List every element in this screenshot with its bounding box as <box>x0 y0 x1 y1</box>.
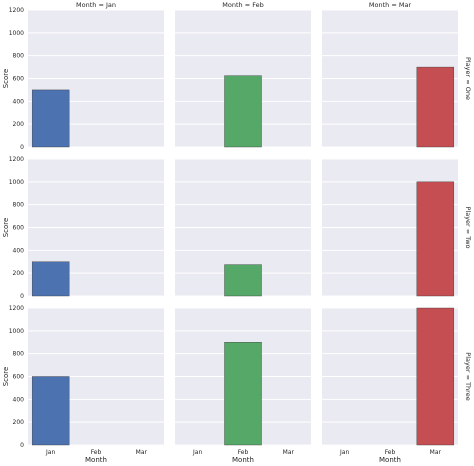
y-tick-label: 600 <box>13 374 25 381</box>
facet-panel-r2-c1 <box>28 158 164 297</box>
x-tick-label: Jan <box>45 449 55 456</box>
row-titles: Player = One Player = Two Player = Three <box>464 57 472 401</box>
facet-panel-r2-c2 <box>175 158 311 297</box>
y-tick-label: 400 <box>13 98 25 105</box>
x-tick-label: Feb <box>91 449 102 456</box>
y-tick-label: 1200 <box>9 305 24 312</box>
facet-panel-r3-c3 <box>322 307 458 446</box>
facet-panel-r1-c1 <box>28 9 164 148</box>
x-axis-title: Month <box>232 456 254 464</box>
facet-panel-r1-c3 <box>322 9 458 148</box>
y-tick-label: 200 <box>13 419 25 426</box>
y-tick-label: 600 <box>13 76 25 83</box>
bar-player-threejan <box>31 376 70 446</box>
y-tick-label: 1000 <box>9 30 24 37</box>
y-axis-title: Score <box>2 69 10 89</box>
x-axis-title: Month <box>379 456 401 464</box>
y-axis-labels: 0 200 400 600 800 1000 1200 Score 0 200 400 600 800 1… <box>2 7 24 449</box>
bar-player-twofeb <box>224 264 262 297</box>
bar-player-threemar <box>416 307 455 446</box>
y-tick-label: 200 <box>13 121 25 128</box>
row-title: Player = Two <box>464 207 472 249</box>
y-tick-label: 200 <box>13 270 25 277</box>
x-tick-label: Mar <box>283 449 295 456</box>
y-tick-label: 800 <box>13 351 25 358</box>
facet-panels <box>28 9 458 446</box>
x-tick-label: Feb <box>385 449 396 456</box>
y-tick-label: 1000 <box>9 328 24 335</box>
x-axis-labels: Jan Feb Mar Month Jan Feb Mar Month Jan Feb Mar Mon… <box>45 449 441 464</box>
y-tick-label: 800 <box>13 202 25 209</box>
bar-player-onefeb <box>224 75 262 148</box>
bar-player-twojan <box>31 261 70 297</box>
facet-panel-r2-c3 <box>322 158 458 297</box>
y-tick-label: 0 <box>20 144 24 151</box>
y-tick-label: 0 <box>20 442 24 449</box>
bar-player-onemar <box>416 66 455 148</box>
y-tick-label: 400 <box>13 396 25 403</box>
x-tick-label: Mar <box>136 449 148 456</box>
x-tick-label: Mar <box>430 449 442 456</box>
bar-player-threefeb <box>224 342 262 446</box>
bar-player-onejan <box>31 89 70 148</box>
y-tick-label: 400 <box>13 247 25 254</box>
y-axis-title: Score <box>2 218 10 238</box>
column-titles: Month = Jan Month = Feb Month = Mar <box>76 1 411 9</box>
row-title: Player = Three <box>464 352 472 400</box>
facet-panel-r1-c2 <box>175 9 311 148</box>
y-tick-label: 1200 <box>9 156 24 163</box>
facet-panel-r3-c1 <box>28 307 164 446</box>
y-tick-label: 1200 <box>9 7 24 14</box>
x-axis-title: Month <box>85 456 107 464</box>
column-title: Month = Jan <box>76 1 116 9</box>
row-title: Player = One <box>464 57 472 100</box>
y-axis-title: Score <box>2 367 10 387</box>
column-title: Month = Mar <box>369 1 412 9</box>
x-tick-label: Jan <box>192 449 202 456</box>
x-tick-label: Jan <box>339 449 349 456</box>
y-tick-label: 0 <box>20 293 24 300</box>
y-tick-label: 1000 <box>9 179 24 186</box>
y-tick-label: 800 <box>13 53 25 60</box>
y-tick-label: 600 <box>13 225 25 232</box>
column-title: Month = Feb <box>222 1 263 9</box>
x-tick-label: Feb <box>238 449 249 456</box>
bar-player-twomar <box>416 181 455 297</box>
facet-panel-r3-c2 <box>175 307 311 446</box>
